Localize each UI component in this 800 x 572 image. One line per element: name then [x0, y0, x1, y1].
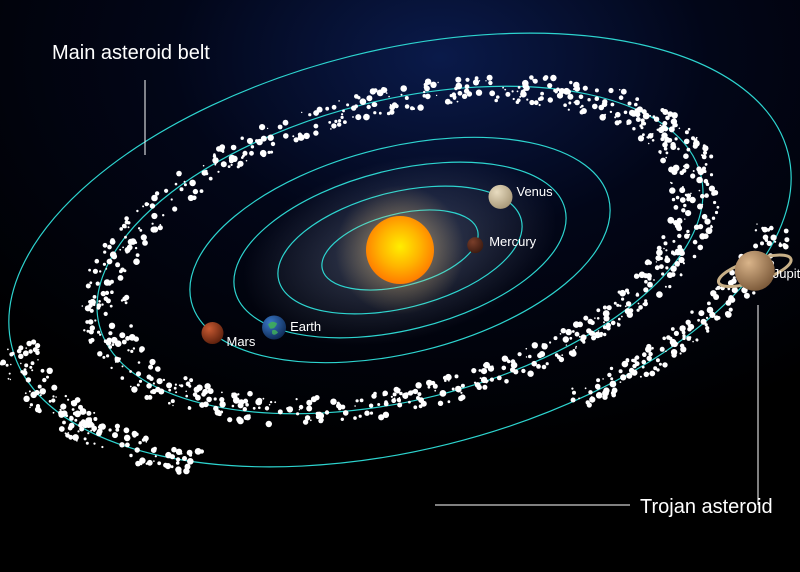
planet-mercury [467, 237, 483, 253]
solar-system-diagram [0, 0, 800, 572]
planet-jupiter [735, 251, 775, 291]
planet-label-earth: Earth [290, 319, 321, 334]
main-belt-title: Main asteroid belt [52, 42, 210, 65]
planet-venus [489, 185, 513, 209]
planet-label-mars: Mars [226, 334, 255, 349]
planet-label-venus: Venus [517, 184, 553, 199]
trojan-title: Trojan asteroid [640, 496, 773, 519]
planet-label-jupiter: Jupiter [773, 266, 800, 281]
planet-mars [201, 322, 223, 344]
planet-label-mercury: Mercury [489, 234, 536, 249]
sun [366, 216, 434, 284]
